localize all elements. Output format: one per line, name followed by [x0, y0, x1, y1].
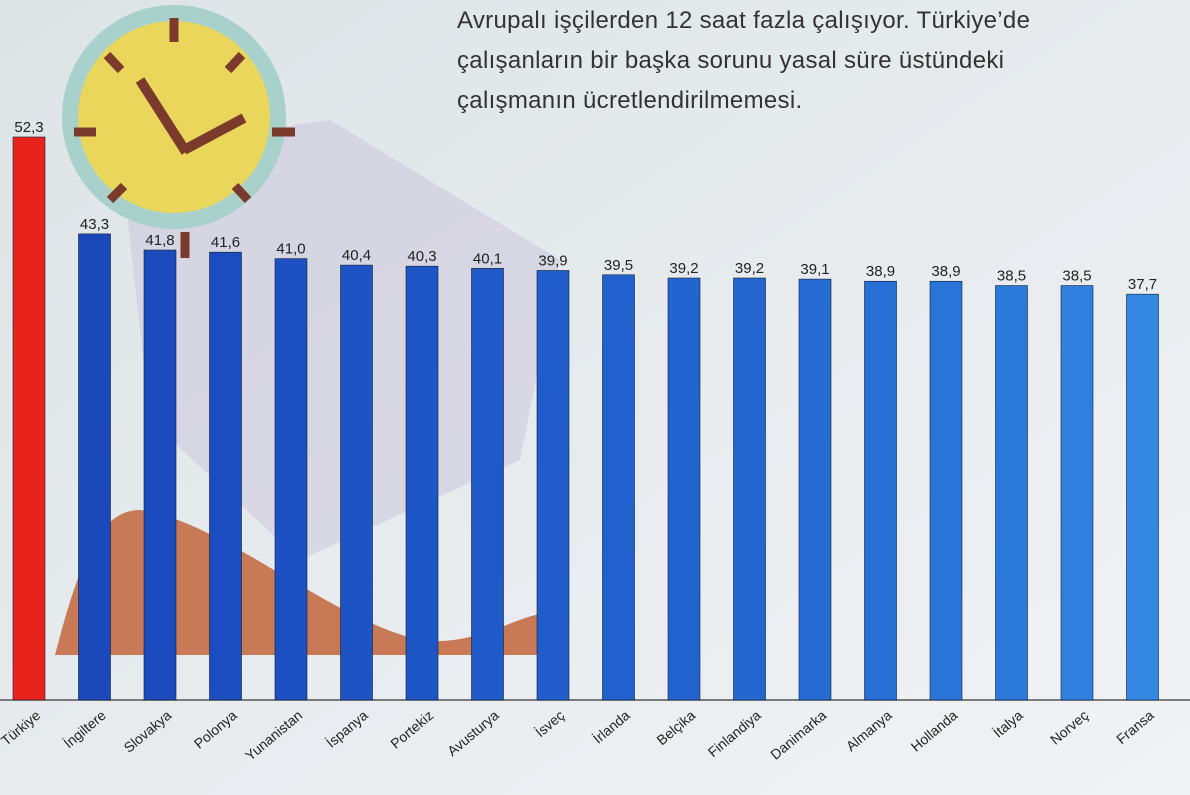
bar: [274, 258, 308, 701]
bar: [1126, 293, 1159, 701]
value-label: 39,1: [800, 261, 829, 278]
bar: [864, 280, 897, 701]
annotation-line: Avrupalı işçilerden 12 saat fazla çalışı…: [457, 7, 1030, 34]
value-label: 38,5: [1062, 268, 1091, 285]
bar: [995, 285, 1028, 701]
value-label: 38,5: [997, 268, 1026, 285]
bar: [667, 277, 701, 701]
value-label: 39,5: [604, 257, 633, 274]
value-label: 41,8: [145, 232, 174, 249]
bar: [733, 277, 766, 701]
annotation-line: çalışanların bir başka sorunu yasal süre…: [457, 47, 1004, 74]
value-label: 39,2: [669, 260, 698, 277]
bar: [12, 136, 46, 701]
value-label: 38,9: [931, 263, 960, 280]
bar: [798, 278, 832, 701]
value-label: 39,9: [538, 252, 567, 269]
bar: [78, 233, 111, 701]
bar: [602, 274, 635, 701]
decor-hill: [55, 510, 560, 655]
value-label: 41,0: [276, 241, 305, 258]
bar: [143, 249, 177, 701]
bar: [1060, 285, 1094, 701]
bar: [929, 280, 963, 701]
value-label: 37,7: [1128, 276, 1157, 293]
value-label: 38,9: [866, 263, 895, 280]
value-label: 40,3: [407, 248, 436, 265]
bar: [471, 268, 504, 701]
value-label: 43,3: [80, 216, 109, 233]
bar: [405, 265, 439, 701]
annotation-line: çalışmanın ücretlendirilmemesi.: [457, 87, 802, 114]
value-label: 52,3: [14, 119, 43, 136]
bar: [340, 264, 373, 701]
bar: [536, 270, 570, 701]
value-label: 40,1: [473, 250, 502, 267]
value-label: 39,2: [735, 260, 764, 277]
clock: [62, 5, 295, 258]
bar: [209, 251, 242, 701]
value-label: 41,6: [211, 234, 240, 251]
value-label: 40,4: [342, 247, 371, 264]
